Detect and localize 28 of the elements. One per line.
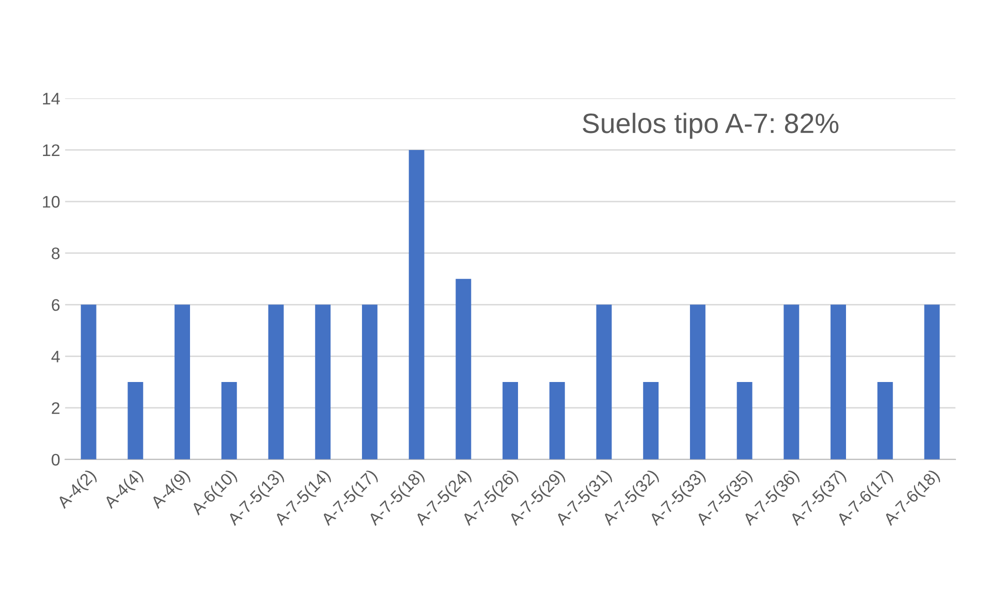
y-tick-label: 0 bbox=[52, 454, 60, 466]
bar bbox=[128, 382, 144, 460]
y-tick-label: 6 bbox=[52, 299, 60, 311]
bar bbox=[456, 278, 472, 460]
bar bbox=[362, 304, 378, 460]
bar bbox=[924, 304, 940, 460]
bar bbox=[549, 382, 565, 460]
bar bbox=[877, 382, 893, 460]
y-tick-label: 2 bbox=[52, 402, 60, 414]
bar bbox=[268, 304, 284, 460]
y-tick-label: 14 bbox=[43, 92, 60, 104]
y-tick-label: 12 bbox=[43, 144, 60, 156]
bar bbox=[502, 382, 518, 460]
bar bbox=[80, 304, 96, 460]
y-tick-label: 8 bbox=[52, 248, 60, 260]
bar bbox=[221, 382, 237, 460]
bar bbox=[830, 304, 846, 460]
bar bbox=[408, 150, 424, 460]
bar bbox=[784, 304, 800, 460]
bar bbox=[315, 304, 331, 460]
annotation: Suelos tipo A-7: 82% bbox=[582, 112, 838, 139]
y-tick-label: 4 bbox=[51, 350, 60, 362]
bar bbox=[690, 304, 706, 460]
bar bbox=[736, 382, 752, 460]
bar bbox=[643, 382, 659, 460]
bar bbox=[174, 304, 190, 460]
bar bbox=[596, 304, 612, 460]
y-tick-label: 10 bbox=[43, 196, 60, 208]
